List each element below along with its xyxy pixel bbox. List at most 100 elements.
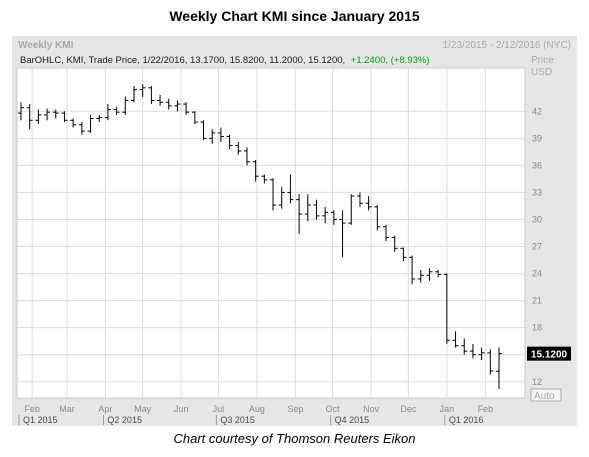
month-label: Dec: [400, 404, 417, 414]
ohlc-bar: [296, 194, 303, 234]
month-label: Feb: [24, 404, 40, 414]
ohlc-bar: [270, 178, 277, 211]
quarter-label: Q3 2015: [220, 415, 255, 425]
chart-caption: Chart courtesy of Thomson Reuters Eikon: [173, 431, 416, 446]
last-price-label: 15.1200: [531, 350, 568, 361]
ohlc-bar: [348, 194, 355, 225]
ohlc-bar: [165, 98, 172, 110]
chart-title: Weekly Chart KMI since January 2015: [169, 8, 420, 24]
axis-unit: USD: [531, 67, 552, 78]
ohlc-bar: [287, 174, 294, 204]
month-label: Aug: [249, 404, 265, 414]
plot-background: [17, 68, 525, 398]
plot-area: [16, 67, 526, 399]
ohlc-bar: [52, 109, 59, 119]
ohlc-bar: [235, 141, 242, 155]
ohlc-bar: [365, 196, 372, 211]
ohlc-bar: [478, 347, 485, 361]
ohlc-bar: [200, 120, 207, 141]
last-price-badge: [527, 346, 571, 361]
ohlc-bar: [174, 100, 181, 112]
month-label: Jun: [174, 404, 189, 414]
ohlc-bar: [261, 174, 268, 184]
ohlc-bar: [70, 118, 77, 128]
ohlc-bar: [226, 134, 233, 150]
ohlc-bar: [130, 86, 137, 103]
ohlc-bar: [252, 159, 259, 182]
y-tick-label: 18: [532, 323, 542, 333]
quarter-label: Q2 2015: [107, 415, 142, 425]
ohlc-bar: [487, 349, 494, 375]
month-label: Feb: [478, 404, 494, 414]
info-line: BarOHLC, KMI, Trade Price, 1/22/2016, 13…: [20, 55, 430, 66]
bars-layer: [18, 84, 502, 389]
month-label: Oct: [326, 404, 341, 414]
ohlc-bar: [35, 109, 42, 124]
ohlc-bar: [322, 206, 329, 224]
ohlc-bar: [278, 187, 285, 209]
ohlc-bar: [304, 194, 311, 222]
ohlc-bar: [148, 86, 155, 105]
month-label: Mar: [59, 404, 75, 414]
ohlc-bar: [469, 343, 476, 359]
ohlc-bar: [383, 224, 390, 242]
month-label: Nov: [363, 404, 380, 414]
y-tick-label: 12: [532, 377, 542, 387]
ohlc-bar: [96, 114, 103, 123]
y-tick-label: 30: [532, 214, 542, 224]
ohlc-bar: [122, 96, 129, 115]
ohlc-bar: [18, 102, 24, 121]
ohlc-bar: [330, 210, 337, 225]
ohlc-bar: [435, 269, 442, 278]
ohlc-bar: [61, 111, 68, 123]
ohlc-bar: [461, 338, 468, 355]
ohlc-bar: [183, 102, 190, 115]
symbol-label: Weekly KMI: [18, 40, 74, 51]
date-range: 1/23/2015 - 2/12/2016 (NYC): [443, 40, 571, 51]
axis-title: Price: [531, 55, 554, 66]
ohlc-bar: [391, 235, 398, 252]
y-tick-label: 42: [532, 106, 542, 116]
ohlc-bar: [113, 106, 120, 115]
y-tick-label: 27: [532, 242, 542, 252]
ohlc-bar: [452, 331, 459, 348]
ohlc-bar: [313, 199, 320, 220]
ohlc-bar: [78, 122, 85, 135]
ohlc-bar: [356, 192, 363, 207]
ohlc-bar: [87, 114, 94, 133]
quarter-label: Q1 2015: [23, 415, 58, 425]
ohlc-bar: [496, 347, 502, 389]
y-tick-label: 36: [532, 160, 542, 170]
y-tick-label: 21: [532, 296, 542, 306]
month-label: Jul: [213, 404, 225, 414]
grid-layer: [17, 68, 525, 398]
ohlc-bar: [339, 210, 346, 258]
ohlc-bar: [443, 273, 450, 344]
quarter-label: Q1 2016: [449, 415, 484, 425]
month-label: Apr: [98, 404, 112, 414]
auto-scale-button-bg[interactable]: [530, 388, 562, 402]
ohlc-bar: [104, 104, 111, 121]
ohlc-bar: [209, 129, 216, 144]
y-tick-label: 39: [532, 133, 542, 143]
ohlc-bar: [217, 127, 224, 142]
auto-scale-button[interactable]: Auto: [534, 391, 555, 402]
ohlc-bar: [417, 269, 424, 283]
ohlc-bar: [426, 268, 433, 281]
ohlc-bar: [243, 147, 250, 166]
y-tick-label: 33: [532, 187, 542, 197]
axis-layer: 1215182124273033363942FebMarAprMayJunJul…: [18, 106, 571, 425]
month-label: Jan: [440, 404, 455, 414]
info-change: +1.2400, (+8.93%): [351, 55, 430, 66]
ohlc-bar: [139, 84, 146, 97]
month-label: May: [134, 404, 152, 414]
ohlc-bar: [409, 255, 416, 285]
ohlc-bar: [157, 95, 164, 106]
ohlc-bar: [374, 205, 381, 231]
info-ohlc: BarOHLC, KMI, Trade Price, 1/22/2016, 13…: [20, 55, 345, 66]
month-label: Sep: [287, 404, 303, 414]
ohlc-bar: [44, 108, 51, 121]
ohlc-bar: [26, 104, 33, 130]
y-tick-label: 24: [532, 269, 542, 279]
